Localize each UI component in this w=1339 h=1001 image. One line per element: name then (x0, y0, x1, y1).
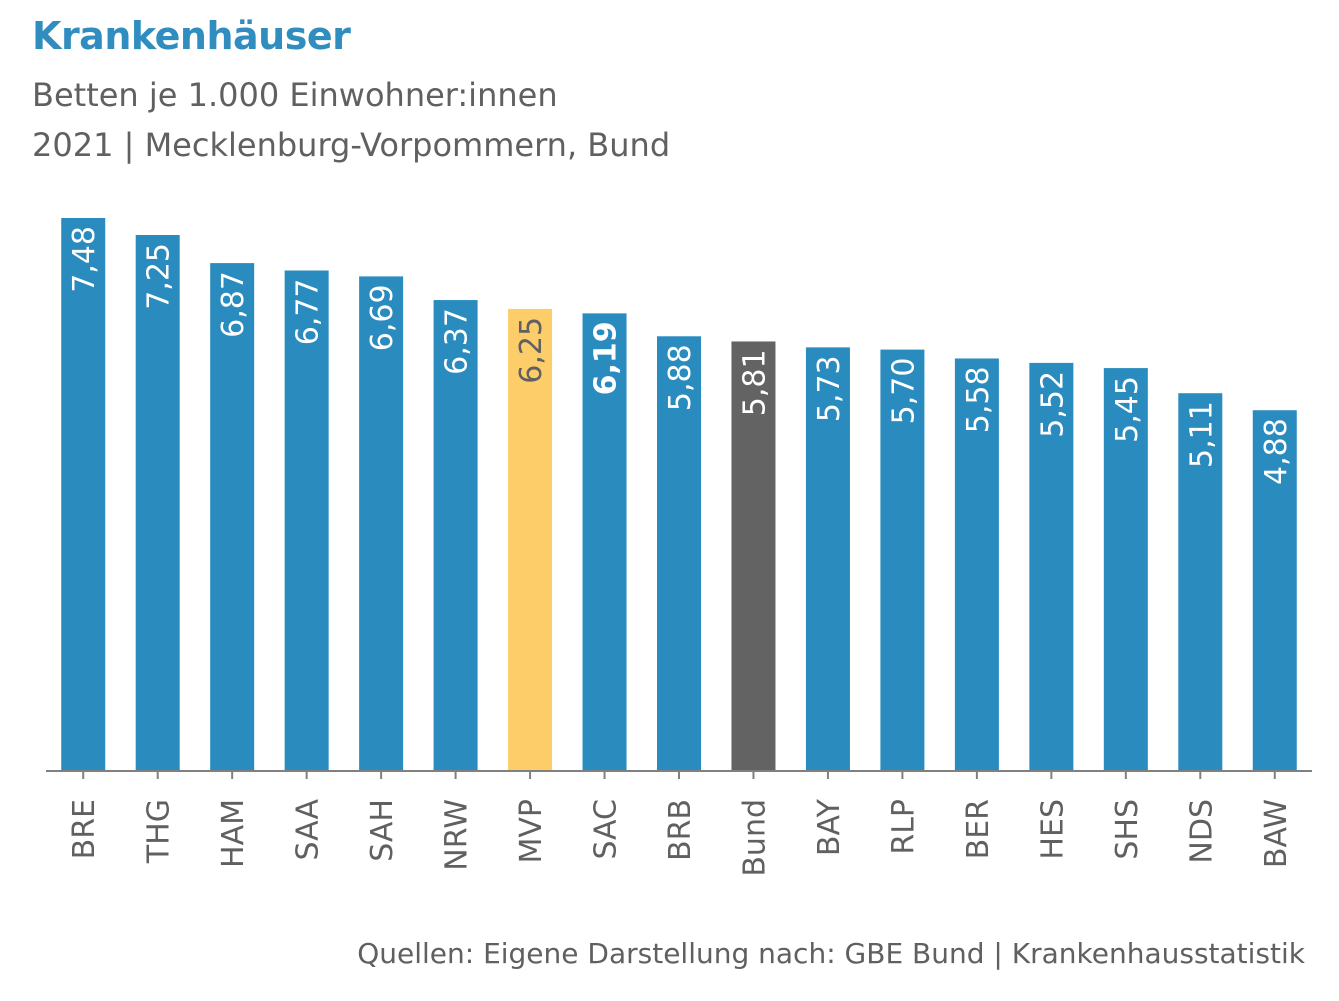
category-label-shs: SHS (1110, 799, 1145, 860)
value-label-bund: 5,81 (737, 349, 772, 416)
value-label-nrw: 6,37 (440, 308, 475, 375)
category-label-bre: BRE (67, 799, 102, 859)
value-label-hes: 5,52 (1035, 371, 1070, 438)
bar-sah (359, 276, 404, 771)
category-labels-group: BRE THG HAM SAA SAH NRW MVP SAC BRB Bund BAY RLP BER… (67, 798, 1294, 876)
category-label-sah: SAH (365, 799, 400, 862)
value-label-sac: 6,19 (589, 321, 624, 395)
category-label-ham: HAM (216, 799, 251, 868)
bar-ham (210, 263, 255, 771)
value-label-baw: 4,88 (1259, 418, 1294, 485)
bar-saa (284, 270, 329, 771)
value-label-ham: 6,87 (216, 271, 251, 338)
category-label-mvp: MVP (514, 799, 549, 864)
bar-mvp (508, 308, 553, 771)
value-label-sah: 6,69 (365, 284, 400, 351)
chart-subtitle: Betten je 1.000 Einwohner:innen (32, 76, 558, 114)
bar-bay (805, 347, 850, 771)
value-label-saa: 6,77 (291, 278, 326, 345)
chart-title: Krankenhäuser (32, 14, 351, 58)
value-label-ber: 5,58 (961, 366, 996, 433)
bar-thg (135, 235, 180, 771)
bar-shs (1103, 368, 1148, 771)
category-label-baw: BAW (1259, 799, 1294, 868)
bar-hes (1029, 362, 1074, 771)
value-label-brb: 5,88 (663, 344, 698, 411)
category-label-saa: SAA (291, 799, 326, 861)
category-label-nds: NDS (1184, 799, 1219, 864)
category-label-bay: BAY (812, 798, 847, 856)
category-label-rlp: RLP (886, 799, 921, 855)
category-label-nrw: NRW (440, 799, 475, 871)
bar-brb (657, 336, 701, 771)
bar-bre (61, 218, 106, 771)
bar-baw (1252, 410, 1297, 771)
x-axis (46, 770, 1312, 779)
bars-group (61, 218, 1297, 771)
category-label-ber: BER (961, 799, 996, 859)
category-label-bund: Bund (737, 799, 772, 877)
bar-bund (731, 341, 776, 771)
category-label-sac: SAC (589, 799, 624, 860)
bar-nds (1178, 393, 1223, 771)
value-label-mvp: 6,25 (514, 317, 549, 384)
bar-ber (954, 358, 999, 771)
bar-rlp (880, 349, 925, 771)
value-label-bre: 7,48 (67, 226, 102, 293)
value-label-thg: 7,25 (142, 243, 177, 310)
value-label-rlp: 5,70 (886, 358, 921, 425)
source-note: Quellen: Eigene Darstellung nach: GBE Bu… (357, 937, 1305, 970)
category-label-thg: THG (142, 799, 177, 864)
bar-nrw (433, 300, 478, 771)
category-label-brb: BRB (663, 799, 698, 861)
value-labels-group: 7,48 7,25 6,87 6,77 6,69 6,37 6,25 6,19 5,88 5,81… (67, 226, 1294, 485)
value-label-bay: 5,73 (812, 355, 847, 422)
chart-subtitle-year-region: 2021 | Mecklenburg-Vorpommern, Bund (32, 126, 671, 164)
bar-sac (582, 313, 627, 771)
value-label-nds: 5,11 (1184, 401, 1219, 468)
category-label-hes: HES (1035, 799, 1070, 860)
value-label-shs: 5,45 (1110, 376, 1145, 443)
